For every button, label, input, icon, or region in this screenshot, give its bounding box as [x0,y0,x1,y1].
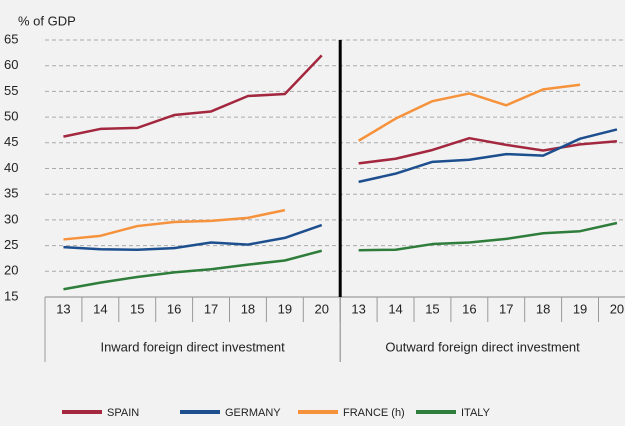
y-tick-label: 35 [4,186,18,201]
x-tick-label: 19 [278,301,292,316]
y-tick-label: 25 [4,237,18,252]
y-tick-label: 45 [4,134,18,149]
y-tick-label: 40 [4,160,18,175]
y-tick-label: 50 [4,109,18,124]
x-tick-label: 14 [388,301,402,316]
x-tick-label: 17 [204,301,218,316]
y-tick-label: 20 [4,263,18,278]
series-line [63,223,323,251]
x-tick-label: 20 [610,301,624,316]
series-line [63,208,286,241]
x-tick-label: 15 [425,301,439,316]
x-tick-label: 16 [167,301,181,316]
y-axis-label: % of GDP [18,13,76,28]
legend-label: FRANCE (h) [343,407,405,419]
x-tick-label: 19 [573,301,587,316]
y-tick-label: 30 [4,211,18,226]
group-label: Outward foreign direct investment [385,339,580,354]
series-line [358,136,618,165]
x-tick-label: 20 [315,301,329,316]
x-tick-label: 13 [56,301,70,316]
x-tick-label: 18 [536,301,550,316]
x-tick-label: 13 [351,301,365,316]
y-tick-label: 55 [4,83,18,98]
series-line [358,128,618,184]
y-tick-label: 60 [4,57,18,72]
x-tick-label: 14 [93,301,107,316]
y-tick-label: 15 [4,288,18,303]
series-line [358,221,618,252]
legend-label: ITALY [461,407,491,419]
series-line [358,83,581,142]
x-tick-label: 18 [241,301,255,316]
series-line [63,249,323,291]
x-tick-label: 15 [130,301,144,316]
y-tick-label: 65 [4,31,18,46]
legend-label: SPAIN [107,407,139,419]
group-label: Inward foreign direct investment [100,339,285,354]
x-tick-label: 16 [462,301,476,316]
legend-label: GERMANY [225,407,281,419]
series-line [63,54,323,138]
x-tick-label: 17 [499,301,513,316]
